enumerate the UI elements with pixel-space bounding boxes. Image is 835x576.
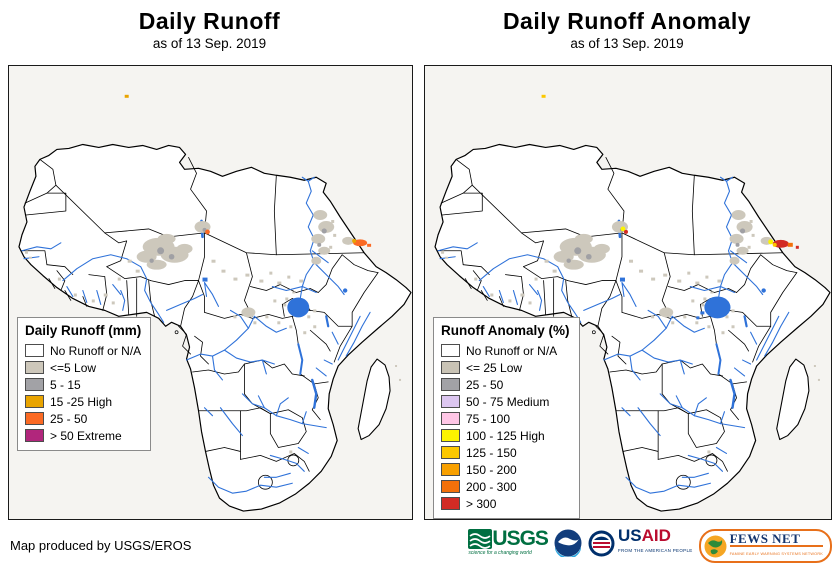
right-map-title: Daily Runoff Anomaly [502, 8, 752, 34]
legend-swatch [441, 480, 460, 493]
legend-item: 200 - 300 [441, 478, 570, 495]
left-map-subtitle: as of 13 Sep. 2019 [152, 36, 267, 51]
legend-title: Runoff Anomaly (%) [441, 323, 570, 338]
legend-item: <=5 Low [25, 359, 141, 376]
legend-swatch [25, 429, 44, 442]
legend-label: <=5 Low [50, 360, 97, 375]
daily-runoff-legend: Daily Runoff (mm) No Runoff or N/A <=5 L… [17, 317, 152, 451]
legend-swatch [441, 497, 460, 510]
legend-item: 150 - 200 [441, 461, 570, 478]
legend-swatch [25, 395, 44, 408]
legend-swatch [441, 395, 460, 408]
legend-label: > 300 [466, 496, 497, 511]
legend-item: 5 - 15 [25, 376, 141, 393]
legend-swatch [441, 429, 460, 442]
legend-label: <= 25 Low [466, 360, 523, 375]
legend-item: > 50 Extreme [25, 427, 141, 444]
right-map-subtitle: as of 13 Sep. 2019 [570, 36, 684, 51]
fewsnet-tagline: FAMINE EARLY WARNING SYSTEMS NETWORK [729, 551, 823, 556]
legend-item: No Runoff or N/A [25, 342, 141, 359]
usgs-tagline: science for a changing world [468, 550, 532, 556]
legend-title: Daily Runoff (mm) [25, 323, 142, 338]
logo-strip: USGS science for a changing world USAID … [468, 526, 832, 569]
fewsnet-globe-icon [704, 535, 727, 557]
legend-swatch [441, 344, 460, 357]
usgs-logo: USGS science for a changing world [468, 527, 549, 556]
legend-item: 100 - 125 High [441, 427, 570, 444]
runoff-anomaly-map-frame: Runoff Anomaly (%) No Runoff or N/A <= 2… [424, 65, 832, 520]
legend-item: 50 - 75 Medium [441, 393, 570, 410]
daily-runoff-africa-map [9, 66, 412, 519]
legend-label: 150 - 200 [466, 462, 517, 477]
legend-label: 125 - 150 [466, 445, 517, 460]
credit-text: Map produced by USGS/EROS [10, 538, 192, 553]
legend-label: 15 -25 High [50, 394, 113, 409]
legend-item: 125 - 150 [441, 444, 570, 461]
runoff-anomaly-legend: Runoff Anomaly (%) No Runoff or N/A <= 2… [433, 317, 580, 519]
legend-swatch [441, 361, 460, 374]
legend-swatch [25, 412, 44, 425]
legend-label: No Runoff or N/A [50, 343, 142, 358]
legend-swatch [441, 412, 460, 425]
legend-label: 25 - 50 [50, 411, 88, 426]
legend-label: No Runoff or N/A [466, 343, 558, 358]
noaa-logo [554, 529, 582, 557]
legend-item: <= 25 Low [441, 359, 570, 376]
legend-label: 50 - 75 Medium [466, 394, 550, 409]
legend-item: 25 - 50 [25, 410, 141, 427]
legend-item: 75 - 100 [441, 410, 570, 427]
legend-swatch [441, 446, 460, 459]
left-map-title: Daily Runoff [138, 8, 281, 34]
usaid-wordmark-aid: AID [641, 526, 671, 545]
usaid-seal-icon [588, 530, 615, 557]
legend-item: 15 -25 High [25, 393, 141, 410]
usgs-wave-icon [468, 529, 493, 549]
legend-item: > 300 [441, 495, 570, 512]
fewsnet-wordmark: FEWS NET [729, 532, 823, 547]
daily-runoff-hotspots [124, 94, 372, 247]
legend-swatch [25, 361, 44, 374]
legend-label: 5 - 15 [50, 377, 81, 392]
legend-swatch [441, 463, 460, 476]
legend-label: 100 - 125 High [466, 428, 545, 443]
fewsnet-logo: FEWS NET FAMINE EARLY WARNING SYSTEMS NE… [698, 529, 832, 563]
legend-item: No Runoff or N/A [441, 342, 570, 359]
legend-item: 25 - 50 [441, 376, 570, 393]
usaid-logo: USAID FROM THE AMERICAN PEOPLE [588, 526, 693, 558]
legend-label: 200 - 300 [466, 479, 517, 494]
usgs-wordmark: USGS [492, 527, 549, 550]
legend-label: > 50 Extreme [50, 428, 122, 443]
usaid-wordmark-us: US [617, 526, 642, 545]
legend-label: 25 - 50 [466, 377, 504, 392]
legend-swatch [25, 344, 44, 357]
daily-runoff-map-frame: Daily Runoff (mm) No Runoff or N/A <=5 L… [8, 65, 413, 520]
runoff-anomaly-hotspots [541, 94, 799, 320]
usaid-tagline: FROM THE AMERICAN PEOPLE [617, 548, 693, 553]
legend-swatch [25, 378, 44, 391]
runoff-anomaly-africa-map [425, 66, 831, 519]
legend-swatch [441, 378, 460, 391]
legend-label: 75 - 100 [466, 411, 511, 426]
